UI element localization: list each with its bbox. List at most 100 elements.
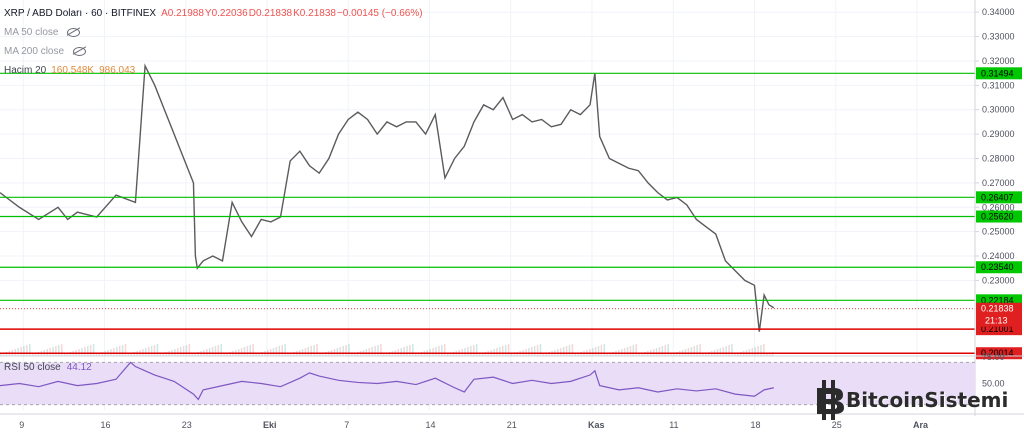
volume-bar bbox=[2, 353, 5, 356]
volume-bar bbox=[574, 354, 577, 356]
volume-bar bbox=[478, 354, 481, 356]
volume-bar bbox=[118, 346, 121, 356]
x-tick-label: Kas bbox=[588, 420, 605, 430]
volume-bar bbox=[560, 348, 562, 356]
y-tick-label: 0.26000 bbox=[982, 202, 1015, 212]
volume-bar bbox=[472, 345, 475, 356]
volume-bar bbox=[293, 352, 295, 356]
volume-bar bbox=[348, 344, 350, 356]
volume-bar bbox=[49, 348, 51, 356]
volume-bar bbox=[502, 346, 504, 356]
volume-bar bbox=[719, 348, 722, 356]
volume-bar bbox=[345, 345, 347, 356]
volume-bar bbox=[635, 344, 637, 356]
volume-bar bbox=[98, 353, 101, 356]
volume-bar bbox=[240, 348, 243, 356]
volume-bar bbox=[272, 348, 275, 356]
symbol-row: XRP / ABD Doları · 60 · BITFINEX A0.2198… bbox=[4, 4, 424, 23]
volume-bar bbox=[304, 348, 307, 356]
volume-bar bbox=[52, 347, 54, 356]
hidden-eye-icon[interactable] bbox=[73, 47, 87, 56]
y-tick-label: 0.23000 bbox=[982, 275, 1015, 285]
volume-bar bbox=[464, 348, 466, 356]
volume-bar bbox=[214, 346, 217, 356]
y-tick-label: 0.27000 bbox=[982, 178, 1015, 188]
x-tick-label: 25 bbox=[832, 420, 842, 430]
volume-bar bbox=[699, 344, 701, 356]
volume-bar bbox=[322, 353, 324, 356]
volume-bar bbox=[571, 344, 574, 356]
volume-bar bbox=[92, 344, 95, 356]
volume-bar bbox=[0, 354, 2, 356]
volume-bar bbox=[737, 353, 739, 356]
volume-bar bbox=[147, 347, 150, 356]
rsi-legend[interactable]: RSI 50 close 44.12 bbox=[4, 362, 92, 373]
volume-bar bbox=[580, 352, 582, 356]
volume-bar bbox=[255, 354, 257, 356]
volume-bar bbox=[127, 354, 130, 356]
volume-row[interactable]: Hacim 20 160.548K 986.043 bbox=[4, 61, 424, 80]
volume-bar bbox=[133, 352, 135, 356]
symbol-title[interactable]: XRP / ABD Doları · 60 · BITFINEX bbox=[4, 8, 157, 19]
volume-bar bbox=[420, 352, 423, 356]
volume-bar bbox=[354, 353, 356, 356]
volume-bar bbox=[307, 347, 310, 356]
volume-bar bbox=[211, 347, 214, 356]
volume-bar bbox=[725, 346, 727, 356]
hidden-eye-icon[interactable] bbox=[67, 28, 81, 37]
ma200-row[interactable]: MA 200 close bbox=[4, 42, 424, 61]
volume-bar bbox=[539, 344, 542, 356]
volume-bar bbox=[319, 354, 321, 356]
volume-bar bbox=[484, 352, 487, 356]
volume-bar bbox=[760, 345, 762, 356]
volume-bar bbox=[23, 346, 25, 356]
x-tick-label: Ara bbox=[913, 420, 929, 430]
volume-bar bbox=[754, 347, 756, 356]
volume-bar bbox=[95, 354, 98, 356]
x-tick-label: 23 bbox=[182, 420, 192, 430]
volume-bar bbox=[443, 344, 446, 356]
rsi-tick-label: 75.00 bbox=[982, 352, 1005, 362]
volume-bar bbox=[87, 346, 89, 356]
x-tick-label: 18 bbox=[750, 420, 760, 430]
volume-bar bbox=[751, 348, 754, 356]
volume-bar bbox=[34, 353, 37, 356]
y-tick-label: 0.29000 bbox=[982, 129, 1015, 139]
volume-bar bbox=[194, 353, 196, 356]
volume-bar bbox=[229, 352, 231, 356]
volume-bar bbox=[316, 344, 318, 356]
volume-bar bbox=[542, 354, 545, 356]
volume-bar bbox=[577, 353, 579, 356]
y-tick-label: 0.30000 bbox=[982, 105, 1015, 115]
volume-bar bbox=[417, 353, 420, 356]
current-price-label: 0.21838 bbox=[981, 304, 1014, 314]
rsi-series-line bbox=[0, 361, 774, 401]
level-price-tag bbox=[976, 191, 1022, 204]
volume-bar bbox=[208, 348, 211, 356]
volume-bar bbox=[179, 347, 182, 356]
volume-bar bbox=[693, 346, 696, 356]
level-price-label: 0.31494 bbox=[981, 68, 1014, 78]
x-tick-label: 7 bbox=[344, 420, 349, 430]
volume-bar bbox=[177, 348, 179, 356]
rsi-label: RSI 50 close bbox=[4, 362, 61, 373]
volume-bar bbox=[252, 344, 254, 356]
volume-bar bbox=[510, 354, 513, 356]
volume-bar bbox=[568, 345, 571, 356]
watermark-text: BitcoinSistemi bbox=[846, 388, 1009, 412]
volume-label: Hacim 20 bbox=[4, 65, 47, 76]
volume-bar bbox=[162, 353, 164, 356]
ma50-row[interactable]: MA 50 close bbox=[4, 23, 424, 42]
volume-bar bbox=[165, 352, 167, 356]
volume-bar bbox=[446, 354, 449, 356]
level-price-label: 0.22184 bbox=[981, 295, 1014, 305]
volume-bar bbox=[243, 347, 246, 356]
x-tick-label: 16 bbox=[100, 420, 110, 430]
volume-bar bbox=[696, 345, 698, 356]
volume-bar bbox=[594, 347, 597, 356]
volume-bar bbox=[504, 345, 507, 356]
volume-bar bbox=[58, 345, 60, 356]
x-tick-label: 21 bbox=[507, 420, 517, 430]
volume-bar bbox=[641, 353, 643, 356]
